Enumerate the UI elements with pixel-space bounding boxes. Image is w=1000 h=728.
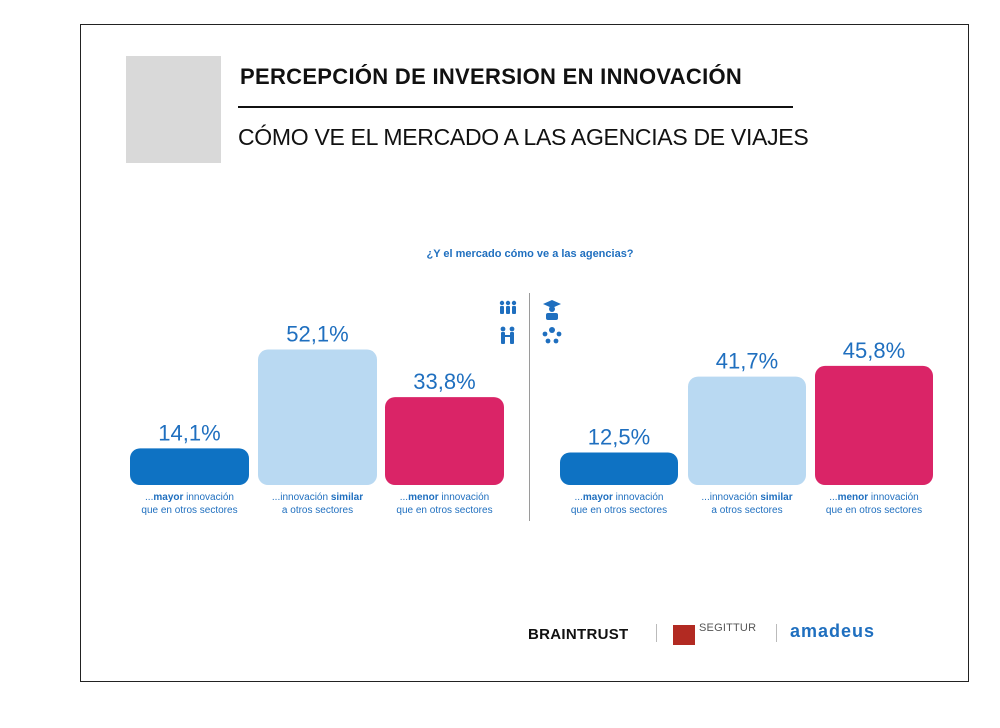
bar-value-label: 33,8% xyxy=(413,369,475,394)
category-label: ...innovación similar a otros sectores xyxy=(248,491,388,517)
category-label-line1: ...mayor innovación xyxy=(145,492,234,503)
category-label-line1: ...mayor innovación xyxy=(574,492,664,503)
chart-question: ¿Y el mercado cómo ve a las agencias? xyxy=(426,248,634,260)
graduate-icon xyxy=(543,300,561,320)
segittur-logo: SEGITTUR xyxy=(699,622,757,634)
slide-frame xyxy=(80,24,969,682)
category-label-line2: que en otros sectores xyxy=(825,505,923,516)
people-group-icon xyxy=(499,300,517,314)
bar-value-label: 12,5% xyxy=(588,425,650,450)
category-label-line1: ...menor innovación xyxy=(399,492,490,503)
team-icon xyxy=(542,327,562,344)
logo-separator xyxy=(656,624,657,642)
category-label-line2: a otros sectores xyxy=(711,505,783,516)
category-label-line2: que en otros sectores xyxy=(141,505,238,516)
bar-right-2 xyxy=(688,376,806,485)
left-icon-group xyxy=(499,300,517,344)
chart-divider xyxy=(529,293,530,521)
category-label: ...mayor innovación que en otros sectores xyxy=(549,491,689,517)
category-label: ...innovación similar a otros sectores xyxy=(677,491,817,517)
bar-left-1 xyxy=(130,448,249,485)
title-underline xyxy=(238,106,793,108)
category-label: ...menor innovación que en otros sectores xyxy=(375,491,515,517)
category-label: ...mayor innovación que en otros sectores xyxy=(120,491,260,517)
category-label-line2: que en otros sectores xyxy=(396,505,493,516)
category-label-line1: ...innovación similar xyxy=(701,492,793,503)
bar-value-label: 45,8% xyxy=(843,338,905,363)
bar-right-3 xyxy=(815,365,933,485)
page-title: PERCEPCIÓN DE INVERSION EN INNOVACIÓN xyxy=(240,64,743,89)
bar-value-label: 14,1% xyxy=(158,420,220,445)
logo-separator xyxy=(776,624,777,642)
bar-left-3 xyxy=(385,397,504,485)
category-label-line1: ...innovación similar xyxy=(271,492,364,503)
braintrust-logo: BRAINTRUST xyxy=(528,626,629,643)
category-label-line2: que en otros sectores xyxy=(570,505,668,516)
bar-value-label: 52,1% xyxy=(286,322,348,347)
amadeus-logo: amadeus xyxy=(790,621,876,641)
handshake-icon xyxy=(500,326,515,344)
category-label-line1: ...menor innovación xyxy=(829,492,919,503)
segittur-emblem-icon xyxy=(673,625,695,645)
bar-right-1 xyxy=(560,452,678,485)
bar-left-2 xyxy=(258,349,377,485)
bar-value-label: 41,7% xyxy=(716,349,778,374)
category-label: ...menor innovación que en otros sectores xyxy=(804,491,944,517)
gray-accent-box xyxy=(126,56,221,163)
page-subtitle: CÓMO VE EL MERCADO A LAS AGENCIAS DE VIA… xyxy=(238,124,809,150)
category-label-line2: a otros sectores xyxy=(281,505,354,516)
right-icon-group xyxy=(542,300,562,344)
